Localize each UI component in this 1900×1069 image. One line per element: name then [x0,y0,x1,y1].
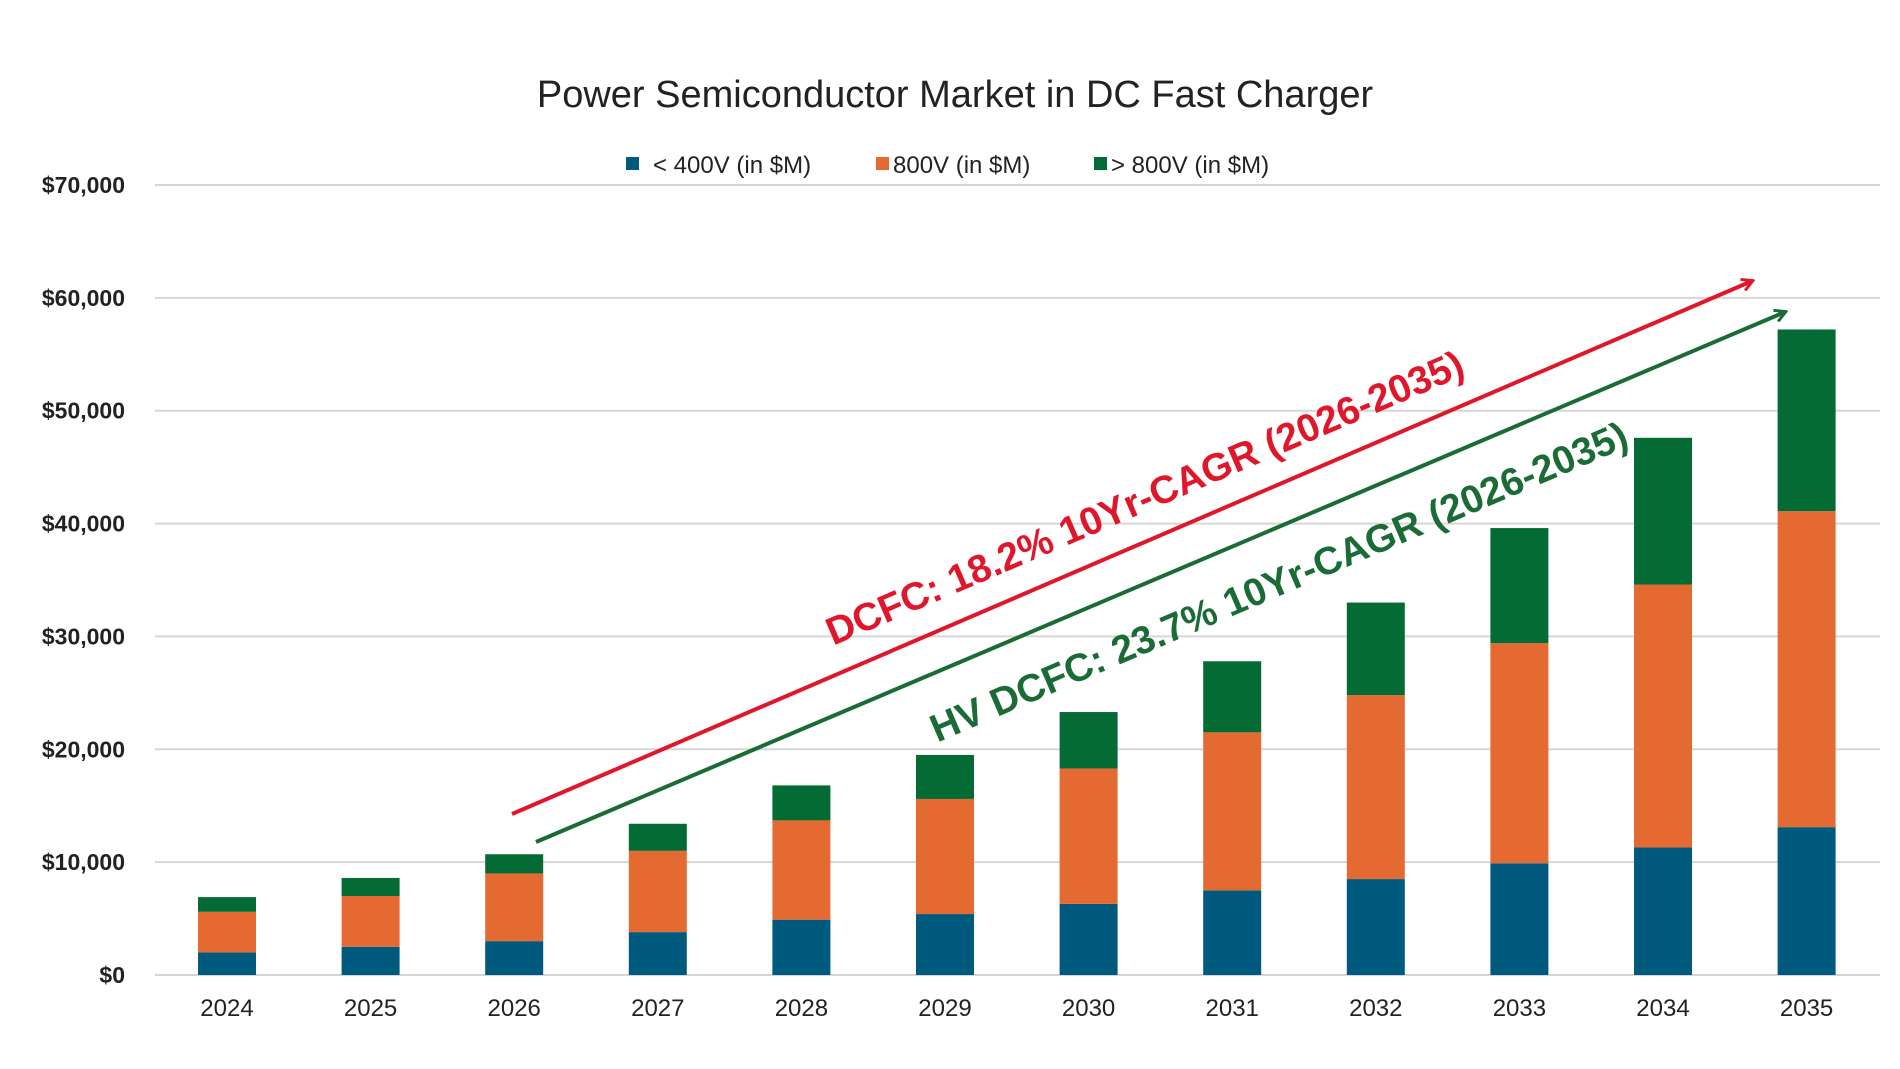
bar-2033-series-2 [1490,528,1549,644]
bar-2025-series-0 [341,946,400,975]
x-tick-label: 2035 [1780,995,1833,1022]
x-tick-label: 2030 [1062,995,1115,1022]
dcfc-cagr-arrow [511,281,1752,816]
bar-2030-series-2 [1059,712,1118,769]
bars [198,329,1836,975]
bar-2034-series-2 [1634,437,1692,585]
bar-2034-series-1 [1634,584,1692,848]
x-tick-label: 2033 [1493,995,1546,1022]
legend-label: > 800V (in $M) [1111,152,1269,179]
legend-label: < 400V (in $M) [653,152,811,179]
x-tick-label: 2025 [344,995,397,1022]
chart-title: Power Semiconductor Market in DC Fast Ch… [537,74,1374,116]
y-tick-label: $60,000 [42,285,125,311]
x-axis: 2024 2025 2026 2027 2028 2029 2030 2031 2032 2033… [200,995,1833,1022]
bar-2030-series-0 [1059,903,1118,975]
bar-2032-series-2 [1346,602,1405,696]
y-axis: $0 $10,000 $20,000 $30,000 $40,000 $50,000 $60… [42,172,125,988]
bar-2031-series-2 [1203,661,1262,733]
bar-2028-series-2 [772,785,831,821]
bar-2035-series-0 [1777,827,1836,975]
bar-2027-series-2 [628,823,687,851]
bar-2033-series-0 [1490,863,1549,975]
bar-2025-series-2 [341,877,400,896]
y-tick-label: $50,000 [42,398,125,424]
bar-2027-series-0 [628,932,687,975]
legend-swatch [876,157,889,170]
legend-label: 800V (in $M) [893,152,1030,179]
x-tick-label: 2029 [918,995,971,1022]
bar-2029-series-0 [916,914,974,975]
bar-2031-series-1 [1203,732,1262,891]
y-tick-label: $30,000 [42,623,125,649]
bar-2029-series-2 [916,754,974,799]
x-tick-label: 2032 [1349,995,1402,1022]
bar-2024-series-1 [198,911,256,953]
legend-swatch [626,157,639,170]
bar-2024-series-0 [198,952,256,975]
bar-2035-series-1 [1777,511,1836,828]
x-tick-label: 2024 [200,995,253,1022]
x-tick-label: 2034 [1636,995,1689,1022]
y-tick-label: $20,000 [42,736,125,762]
bar-2026-series-2 [485,854,544,874]
y-tick-label: $70,000 [42,172,125,198]
gridlines [155,184,1880,976]
y-tick-label: $0 [99,962,125,988]
x-tick-label: 2031 [1206,995,1259,1022]
bar-2027-series-1 [628,850,687,933]
bar-2030-series-1 [1059,768,1118,904]
bar-2035-series-2 [1777,329,1836,512]
hv-dcfc-cagr-arrow [535,312,1785,844]
legend: < 400V (in $M) 800V (in $M) > 800V (in $M) [626,152,1269,179]
x-tick-label: 2026 [488,995,541,1022]
x-tick-label: 2027 [631,995,684,1022]
bar-2026-series-1 [485,873,544,942]
bar-2025-series-1 [341,896,400,947]
bar-2026-series-0 [485,941,544,975]
x-tick-label: 2028 [775,995,828,1022]
y-tick-label: $10,000 [42,849,125,875]
legend-swatch [1094,157,1107,170]
y-tick-label: $40,000 [42,511,125,537]
bar-2029-series-1 [916,798,974,915]
bar-2033-series-1 [1490,643,1549,864]
bar-2031-series-0 [1203,890,1262,975]
bar-2032-series-0 [1346,879,1405,975]
bar-2028-series-1 [772,820,831,920]
bar-2028-series-0 [772,919,831,975]
bar-2024-series-2 [198,897,256,912]
bar-2034-series-0 [1634,847,1692,975]
bar-2032-series-1 [1346,695,1405,880]
